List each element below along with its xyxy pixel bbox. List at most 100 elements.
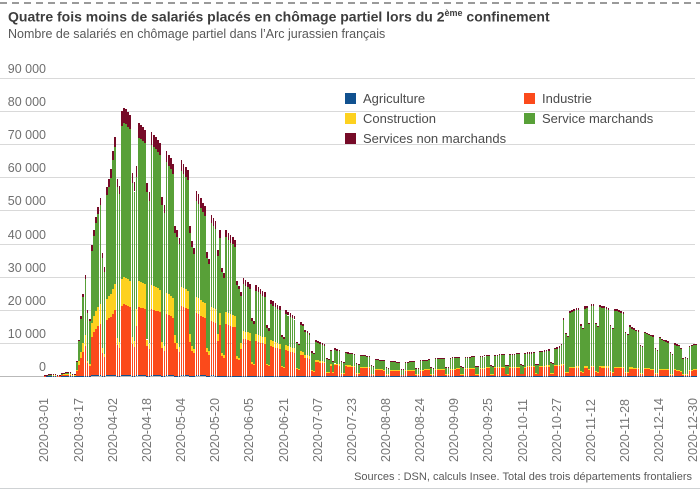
bar [295, 341, 298, 376]
bar [93, 229, 95, 376]
bar [626, 334, 629, 376]
bar-segment-industrie [118, 347, 121, 376]
bar-segment-industrie [174, 343, 176, 376]
bar [389, 361, 392, 376]
bar-segment-service-marchands [419, 361, 422, 370]
bar-segment-services-non-marchands [686, 357, 689, 359]
bar-segment-services-non-marchands [197, 194, 200, 204]
bar-segment-service-marchands [537, 364, 539, 374]
legend-label: Industrie [542, 91, 592, 106]
bar-segment-services-non-marchands [251, 317, 253, 321]
bar-segment-service-marchands [379, 360, 381, 370]
bar-segment-industrie [280, 367, 283, 376]
bar-segment-industrie [479, 368, 482, 376]
bar-segment-construction [244, 331, 247, 340]
bar-segment-service-marchands [362, 356, 364, 367]
bar-segment-service-marchands [82, 297, 85, 343]
bar-segment-industrie [95, 329, 97, 376]
bar-segment-services-non-marchands [308, 332, 311, 336]
bar-segment-service-marchands [236, 284, 238, 356]
bar-segment-industrie [473, 368, 475, 376]
bar-segment-service-marchands [300, 325, 302, 351]
bar-segment-industrie [635, 369, 638, 376]
bar [556, 347, 559, 376]
bar-segment-services-non-marchands [532, 352, 535, 354]
bar-segment-industrie [114, 309, 117, 376]
bar [579, 324, 582, 376]
bar-segment-service-marchands [678, 346, 680, 370]
bar-segment-construction [661, 368, 663, 370]
bar-segment-construction [315, 359, 317, 362]
bar-segment-service-marchands [453, 358, 456, 369]
bar [101, 252, 104, 376]
bar-segment-industrie [541, 367, 544, 376]
bar-segment-services-non-marchands [167, 154, 170, 167]
bar-segment-construction [622, 366, 625, 369]
bar-segment-services-non-marchands [554, 347, 556, 350]
bar-segment-construction [214, 309, 217, 323]
bar-segment-industrie [221, 355, 223, 376]
bar-segment-services-non-marchands [466, 356, 469, 358]
bar-segment-industrie [362, 367, 364, 376]
bar-segment-service-marchands [127, 126, 129, 280]
bar [120, 111, 123, 376]
bar-segment-industrie [80, 358, 82, 376]
bar-segment-service-marchands [319, 344, 322, 361]
bar-segment-construction [479, 367, 482, 369]
bar-segment-construction [607, 366, 610, 368]
bar [325, 357, 328, 376]
bar-segment-service-marchands [643, 333, 646, 369]
bar-segment-services-non-marchands [473, 355, 475, 357]
bar-segment-industrie [52, 375, 55, 376]
legend-swatch-industrie [524, 93, 535, 104]
bar-segment-industrie [351, 366, 354, 376]
bar [285, 310, 287, 376]
bar-segment-industrie [524, 367, 527, 376]
bar [332, 361, 334, 376]
bar-segment-construction [419, 369, 422, 371]
bar-segment-industrie [468, 369, 471, 376]
bar-segment-service-marchands [293, 319, 296, 349]
bar-segment-industrie [332, 371, 334, 376]
bar-segment-construction [300, 351, 302, 355]
bar-segment-services-non-marchands [541, 350, 544, 352]
bar-segment-agriculture [140, 375, 142, 376]
bar [238, 285, 240, 376]
bar-segment-services-non-marchands [178, 237, 181, 245]
bar-segment-services-non-marchands [500, 354, 503, 356]
bar-segment-industrie [500, 368, 503, 376]
bar [554, 347, 556, 376]
bar-segment-services-non-marchands [142, 127, 144, 142]
bar [308, 332, 311, 376]
bar-segment-services-non-marchands [441, 357, 443, 359]
bar-segment-service-marchands [323, 345, 326, 362]
bar-segment-service-marchands [163, 212, 166, 346]
bar [588, 322, 591, 376]
bar-segment-service-marchands [488, 356, 490, 368]
bar-segment-services-non-marchands [161, 196, 164, 205]
bar-segment-services-non-marchands [231, 237, 234, 245]
bar [438, 358, 441, 376]
bar-segment-service-marchands [304, 332, 307, 355]
bar-segment-agriculture [212, 375, 215, 376]
bar [421, 359, 424, 376]
bar-segment-construction [248, 333, 251, 341]
bar-segment-construction [614, 366, 616, 368]
bar-segment-service-marchands [607, 309, 610, 367]
bar-segment-service-marchands [394, 362, 396, 371]
bar-segment-services-non-marchands [394, 361, 396, 363]
bar [338, 350, 341, 376]
bar-segment-service-marchands [135, 177, 138, 310]
bar-segment-services-non-marchands [614, 308, 616, 311]
bar [61, 372, 63, 376]
bar [368, 356, 371, 376]
bar-segment-service-marchands [246, 287, 249, 333]
bar-segment-construction [473, 367, 475, 369]
bar-segment-construction [308, 356, 311, 359]
bar-segment-construction [449, 368, 452, 370]
bar-segment-construction [95, 311, 97, 330]
bar [69, 371, 72, 376]
bar [656, 349, 659, 376]
bar-segment-industrie [263, 343, 266, 376]
bar [345, 351, 347, 376]
